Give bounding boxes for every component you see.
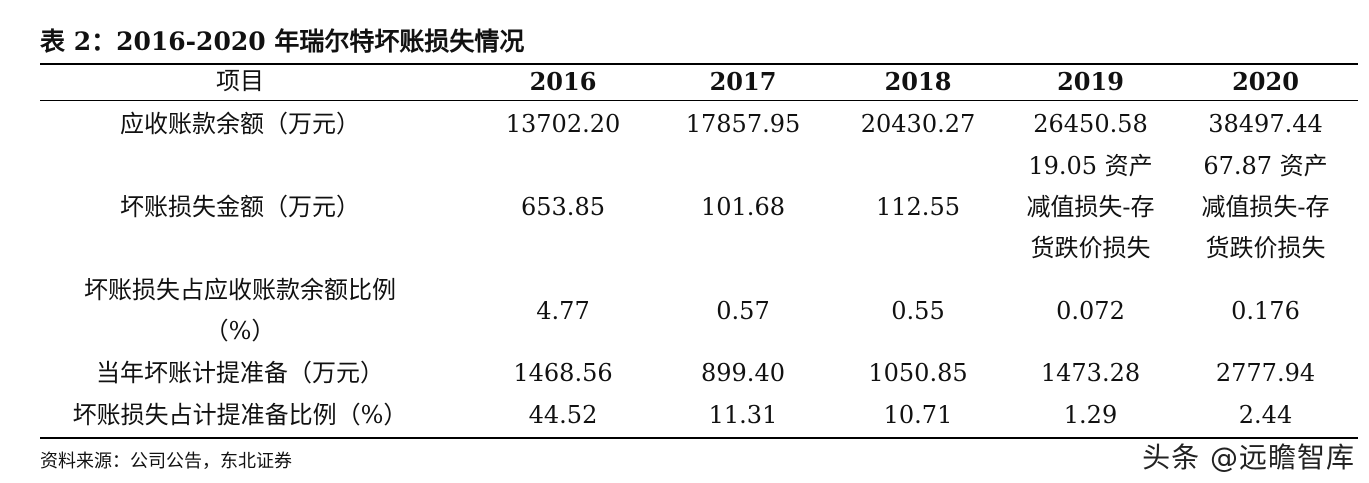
row-receivables-2017: 17857.95	[685, 110, 801, 138]
row-bad-debt-loss-2019: 19.05 资产 减值损失-存 货跌价损失	[1003, 145, 1178, 269]
row-bad-debt-loss-2017: 101.68	[701, 192, 785, 221]
row-bad-debt-loss-label: 坏账损失金额（万元）	[120, 192, 360, 221]
header-year-2019: 2019	[1057, 67, 1124, 96]
row-loss-ratio-2018: 0.55	[891, 296, 945, 325]
row-loss-ratio-2017: 0.57	[716, 296, 770, 325]
row-loss-ratio-label-line-1: 坏账损失占应收账款余额比例	[84, 276, 396, 304]
row-provision-ratio-2016: 44.52	[528, 401, 598, 429]
row-bad-debt-loss-2018: 112.55	[876, 192, 960, 221]
row-provision-ratio-2019: 1.29	[1063, 401, 1118, 429]
header-year-2020: 2020	[1232, 67, 1299, 96]
row-provision-ratio-2018: 10.71	[883, 401, 953, 429]
row-provision-ratio-2020: 2.44	[1238, 401, 1293, 429]
row-bad-debt-loss-2019-line-1: 19.05 资产	[1028, 151, 1153, 180]
row-bad-debt-loss-2020-line-3: 货跌价损失	[1205, 233, 1326, 262]
table-top-rule	[40, 63, 1358, 65]
table-bottom-rule	[40, 437, 1358, 439]
row-loss-ratio-label-line-2: （%）	[204, 317, 276, 345]
row-provision-ratio-2017: 11.31	[708, 401, 778, 429]
watermark: 头条 @远瞻智库	[1142, 441, 1355, 474]
source-note: 资料来源：公司公告，东北证券	[40, 451, 292, 472]
row-bad-debt-loss-2019-line-3: 货跌价损失	[1030, 233, 1151, 262]
row-loss-ratio-label: 坏账损失占应收账款余额比例 （%）	[40, 270, 440, 352]
table-title: 表 2：2016-2020 年瑞尔特坏账损失情况	[40, 27, 525, 56]
row-bad-debt-loss-2019-line-2: 减值损失-存	[1026, 192, 1155, 221]
row-provision-2017: 899.40	[701, 359, 785, 387]
row-receivables-2018: 20430.27	[860, 110, 976, 138]
header-year-2018: 2018	[884, 67, 952, 96]
row-provision-2016: 1468.56	[513, 359, 613, 387]
row-bad-debt-loss-2020: 67.87 资产 减值损失-存 货跌价损失	[1178, 145, 1353, 269]
header-item: 项目	[216, 67, 264, 95]
row-receivables-label: 应收账款余额（万元）	[120, 110, 360, 138]
table-header-rule	[40, 100, 1358, 101]
header-year-2017: 2017	[709, 67, 777, 96]
row-receivables-2016: 13702.20	[505, 110, 621, 138]
row-provision-2019: 1473.28	[1040, 359, 1141, 387]
row-bad-debt-loss-2020-line-1: 67.87 资产	[1203, 151, 1328, 180]
row-receivables-2019: 26450.58	[1033, 110, 1148, 138]
row-bad-debt-loss-2016: 653.85	[521, 192, 605, 221]
row-receivables-2020: 38497.44	[1208, 110, 1323, 138]
row-loss-ratio-2016: 4.77	[536, 296, 590, 325]
header-year-2016: 2016	[529, 67, 597, 96]
row-provision-ratio-label: 坏账损失占计提准备比例（%）	[72, 401, 408, 429]
row-provision-2018: 1050.85	[868, 359, 968, 387]
row-provision-label: 当年坏账计提准备（万元）	[96, 359, 384, 387]
row-loss-ratio-2019: 0.072	[1056, 296, 1125, 325]
row-bad-debt-loss-2020-line-2: 减值损失-存	[1201, 192, 1330, 221]
row-provision-2020: 2777.94	[1215, 359, 1316, 387]
row-loss-ratio-2020: 0.176	[1231, 296, 1300, 325]
